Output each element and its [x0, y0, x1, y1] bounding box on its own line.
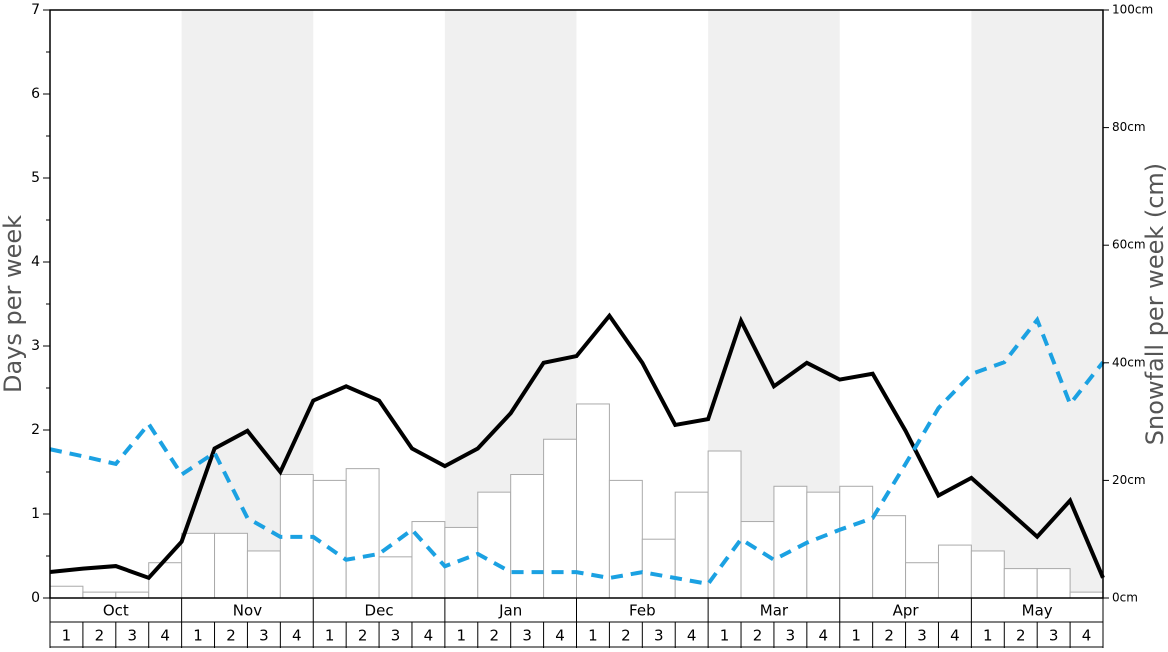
snowfall-bar: [214, 532, 248, 599]
snowfall-line: [49, 315, 1105, 587]
snowfall-bar: [510, 474, 545, 599]
week-label: 2: [489, 627, 499, 645]
y-tick-label: 7: [31, 2, 40, 18]
week-label: 4: [687, 627, 697, 645]
snowfall-bar: [970, 550, 1005, 599]
y-tick-label: 3: [31, 338, 40, 354]
snowfall-bar: [1036, 568, 1071, 599]
month-label: Feb: [629, 602, 656, 620]
snowfall-bar: [115, 591, 150, 599]
snowfall-bar: [740, 521, 775, 599]
days-line: [49, 312, 1105, 581]
snowfall-bar: [181, 532, 216, 599]
week-label: 4: [160, 627, 170, 645]
snowfall-bar: [378, 556, 413, 599]
snowfall-bar: [641, 538, 676, 599]
week-label: 2: [753, 627, 763, 645]
week-label: 2: [621, 627, 631, 645]
week-label: 4: [950, 627, 960, 645]
y2-tick-label: 0cm: [1112, 591, 1138, 605]
week-label: 1: [193, 627, 203, 645]
snowfall-bar: [1069, 591, 1104, 599]
y2-axis-label: Snowfall per week (cm): [1141, 163, 1168, 445]
week-label: 3: [654, 627, 664, 645]
snowfall-bar: [477, 491, 512, 599]
month-label: Dec: [365, 602, 394, 620]
week-label: 2: [358, 627, 368, 645]
snowfall-bar: [839, 485, 874, 599]
snowfall-bar: [1003, 568, 1038, 599]
snowfall-bar: [444, 526, 479, 599]
snowfall-bar: [872, 515, 907, 599]
week-label: 3: [391, 627, 401, 645]
month-label: Apr: [893, 602, 920, 620]
y-tick-label: 2: [31, 422, 40, 438]
y-tick-label: 0: [31, 590, 40, 606]
month-label: Jan: [498, 602, 522, 620]
snowfall-bar: [806, 491, 841, 599]
y2-tick-label: 80cm: [1112, 120, 1146, 134]
week-label: 3: [917, 627, 927, 645]
snowfall-bar: [246, 550, 281, 599]
y2-tick-label: 100cm: [1112, 3, 1153, 17]
snowfall-bar: [905, 562, 939, 599]
week-label: 2: [884, 627, 894, 645]
week-label: 3: [259, 627, 269, 645]
y-tick-label: 5: [31, 170, 40, 186]
week-label: 2: [1016, 627, 1026, 645]
snowfall-bar: [49, 585, 84, 599]
month-label: May: [1022, 602, 1053, 620]
month-label: Nov: [233, 602, 262, 620]
snowfall-bar: [773, 485, 808, 599]
week-label: 4: [555, 627, 565, 645]
week-label: 3: [1049, 627, 1059, 645]
snowfall-bar: [543, 438, 577, 599]
y2-tick-label: 20cm: [1112, 473, 1146, 487]
month-band: [971, 10, 1103, 598]
week-label: 1: [720, 627, 730, 645]
snowfall-bar: [82, 591, 117, 599]
y2-tick-label: 60cm: [1112, 238, 1146, 252]
week-label: 4: [292, 627, 302, 645]
week-label: 1: [457, 627, 467, 645]
week-label: 2: [226, 627, 236, 645]
week-label: 2: [95, 627, 105, 645]
month-label: Mar: [760, 602, 789, 620]
week-label: 3: [786, 627, 796, 645]
week-label: 1: [983, 627, 993, 645]
y-axis-label: Days per week: [0, 215, 27, 393]
snowfall-bar: [148, 562, 183, 599]
week-label: 4: [424, 627, 434, 645]
week-label: 3: [127, 627, 137, 645]
week-label: 3: [522, 627, 532, 645]
week-label: 1: [325, 627, 335, 645]
y-tick-label: 6: [31, 86, 40, 102]
y-tick-label: 4: [31, 254, 40, 270]
snowfall-bar: [608, 479, 643, 599]
week-label: 1: [851, 627, 861, 645]
week-label: 4: [819, 627, 829, 645]
week-label: 4: [1082, 627, 1092, 645]
week-label: 1: [62, 627, 72, 645]
week-label: 1: [588, 627, 598, 645]
snowfall-bar: [937, 544, 972, 599]
snowfall-bar: [345, 468, 380, 599]
y2-tick-label: 40cm: [1112, 355, 1146, 369]
y-tick-label: 1: [31, 506, 40, 522]
snowfall-bar: [576, 403, 610, 599]
month-label: Oct: [103, 602, 129, 620]
